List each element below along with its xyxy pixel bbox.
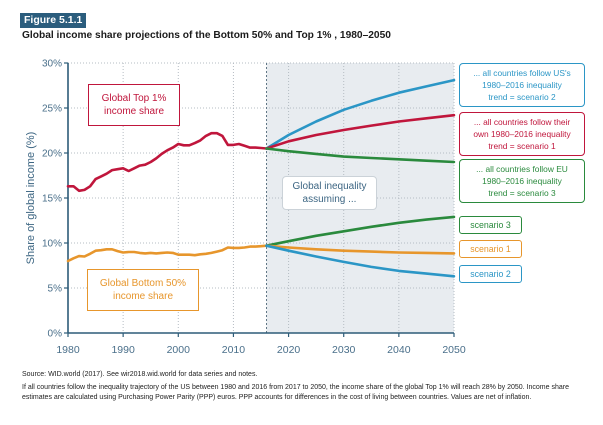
y-tick-label: 15% <box>42 194 62 205</box>
y-tick-label: 0% <box>48 329 63 340</box>
x-tick-label: 2020 <box>277 344 301 356</box>
annotation-line: own 1980–2016 inequality <box>473 129 571 139</box>
series-line-top-1-scenario-1-own-1980-2016-trend <box>265 113 456 150</box>
legend-label-top1: Global Top 1% income share <box>88 84 180 126</box>
y-axis-title: Share of global income (%) <box>25 132 37 265</box>
y-tick-label: 5% <box>48 284 63 295</box>
x-tick-label: 1980 <box>56 344 80 356</box>
annotation-line: ... all countries follow US's <box>473 68 571 78</box>
source-note: Source: WID.world (2017). See wir2018.wi… <box>22 371 258 378</box>
legend-label-line: income share <box>103 106 165 117</box>
annotation-line: ... all countries follow their <box>473 117 571 127</box>
figure-label: Figure 5.1.1 <box>20 13 87 28</box>
scenario-3-annotation: ... all countries follow EU 1980–2016 in… <box>459 159 585 203</box>
series-line-bottom-50-scenario-3 <box>265 215 456 247</box>
series-line-bottom-50-scenario-1 <box>265 244 456 255</box>
scenario-label-text: scenario 1 <box>470 244 511 254</box>
annotation-line: assuming ... <box>302 194 357 205</box>
y-tick-label: 30% <box>42 59 62 70</box>
y-tick-label: 25% <box>42 104 62 115</box>
series-line-bottom-50-scenario-2 <box>265 244 456 278</box>
scenario-2-annotation: ... all countries follow US's 1980–2016 … <box>459 63 585 107</box>
legend-label-line: Global Top 1% <box>101 93 167 104</box>
series-line-global-top-1-income-share <box>66 131 268 193</box>
series-line-top-1-scenario-3-eu-1980-2016-trend <box>265 147 456 164</box>
annotation-line: 1980–2016 inequality <box>482 176 562 186</box>
scenario-1-annotation: ... all countries follow their own 1980–… <box>459 112 585 156</box>
y-tick-label: 10% <box>42 239 62 250</box>
x-tick-label: 2010 <box>222 344 246 356</box>
scenario-label-text: scenario 3 <box>470 220 511 230</box>
scenario-label-text: scenario 2 <box>470 269 511 279</box>
y-tick-label: 20% <box>42 149 62 160</box>
figure-footer: Source: WID.world (2017). See wir2018.wi… <box>22 370 590 403</box>
annotation-line: trend = scenario 3 <box>488 188 556 198</box>
series-line-global-bottom-50-income-share <box>66 244 268 263</box>
x-tick-label: 2050 <box>442 344 466 356</box>
annotation-line: 1980–2016 inequality <box>482 80 562 90</box>
explanatory-note: If all countries follow the inequality t… <box>22 384 569 401</box>
bottom50-scenario-3-label: scenario 3 <box>459 216 522 234</box>
x-tick-label: 2000 <box>167 344 191 356</box>
chart-title: Global income share projections of the B… <box>22 30 391 41</box>
assumption-annotation: Global inequality assuming ... <box>282 176 377 210</box>
annotation-line: Global inequality <box>292 181 367 192</box>
legend-label-bottom50: Global Bottom 50% income share <box>87 269 199 311</box>
x-tick-label: 2040 <box>387 344 411 356</box>
annotation-line: trend = scenario 1 <box>488 141 556 151</box>
bottom50-scenario-2-label: scenario 2 <box>459 265 522 283</box>
annotation-line: trend = scenario 2 <box>488 92 556 102</box>
series-line-top-1-scenario-2-us-1980-2016-trend <box>265 78 456 150</box>
annotation-line: ... all countries follow EU <box>476 164 568 174</box>
x-tick-label: 1990 <box>111 344 135 356</box>
legend-label-line: income share <box>112 291 174 302</box>
x-tick-label: 2030 <box>332 344 356 356</box>
bottom50-scenario-1-label: scenario 1 <box>459 240 522 258</box>
legend-label-line: Global Bottom 50% <box>99 278 187 289</box>
